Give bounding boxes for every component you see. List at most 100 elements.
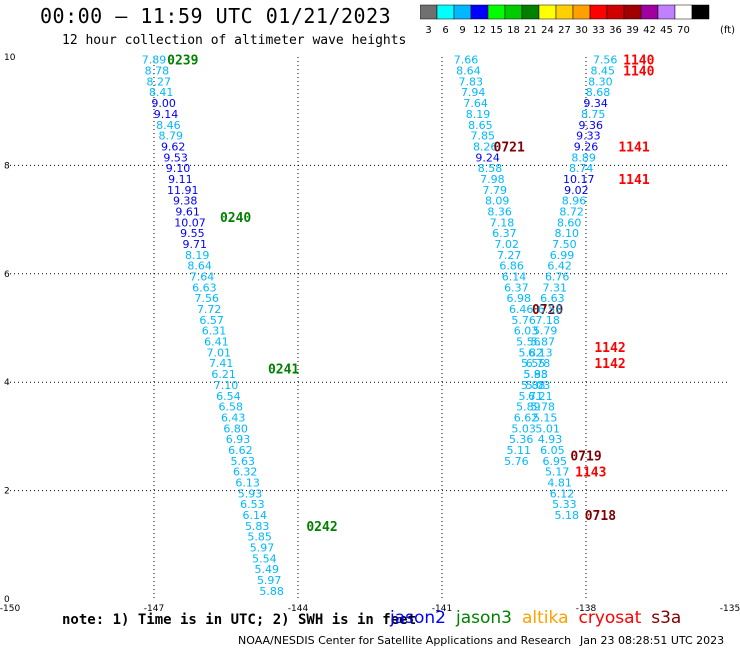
legend-swatch	[640, 4, 659, 20]
time-label: 0718	[585, 509, 616, 524]
legend-label: 21	[524, 25, 537, 36]
swh-value: 9.53	[163, 151, 188, 164]
time-label: 1142	[594, 341, 625, 356]
time-label: 1143	[575, 466, 606, 481]
swh-value: 6.43	[221, 411, 246, 424]
swh-value: 7.10	[214, 379, 239, 392]
swh-value: 6.54	[216, 390, 241, 403]
swh-value: 7.66	[454, 54, 479, 67]
legend-label: 30	[575, 25, 588, 36]
swh-value: 8.65	[468, 119, 493, 132]
time-label: 0240	[220, 211, 251, 226]
swh-value: 10.17	[563, 173, 595, 186]
swh-value: 8.27	[147, 75, 172, 88]
swh-value: 5.49	[255, 563, 280, 576]
legend-swatch	[436, 4, 455, 20]
legend-swatch	[606, 4, 625, 20]
legend-swatch	[504, 4, 523, 20]
swh-value: 6.78	[526, 357, 551, 370]
swh-value: 5.55	[521, 357, 546, 370]
swh-value: 6.58	[219, 401, 244, 414]
swh-value: 5.18	[555, 509, 580, 522]
color-legend: 3 6 9 12 15 18 21 24 27 30 33 36 39 42 45 70 (ft)	[420, 4, 735, 36]
legend-swatch	[420, 4, 438, 20]
swh-value: 8.60	[557, 216, 582, 229]
swh-value: 6.37	[492, 227, 517, 240]
swh-value: 9.36	[579, 119, 604, 132]
swh-value: 9.33	[576, 130, 601, 143]
time-label: 0719	[570, 449, 601, 464]
swh-value: 7.02	[495, 238, 520, 251]
swh-value: 5.88	[259, 585, 284, 598]
time-label: 1141	[618, 140, 649, 155]
legend-swatch	[589, 4, 608, 20]
swh-value: 7.18	[490, 216, 515, 229]
swh-value: 6.13	[528, 346, 553, 359]
swh-value: 8.09	[485, 195, 510, 208]
swh-value: 7.64	[190, 271, 215, 284]
swh-value: 6.57	[199, 314, 224, 327]
swh-value: 8.46	[156, 119, 181, 132]
swh-value: 9.00	[151, 97, 176, 110]
legend-swatch	[487, 4, 506, 20]
swh-value: 4.93	[538, 433, 563, 446]
swh-value: 9.10	[166, 162, 191, 175]
swh-value: 8.64	[456, 65, 481, 78]
swh-value: 7.64	[463, 97, 488, 110]
swh-value: 5.54	[252, 552, 277, 565]
swh-value: 5.03	[526, 379, 551, 392]
swh-value: 6.31	[202, 325, 227, 338]
legend-unit: (ft)	[720, 25, 735, 36]
swh-value: 10.07	[174, 216, 206, 229]
mission-label: cryosat	[578, 608, 642, 628]
legend-label: 12	[473, 25, 486, 36]
time-label: 0241	[268, 363, 299, 378]
swh-value: 7.01	[207, 346, 232, 359]
swh-value: 5.11	[507, 444, 532, 457]
swh-value: 5.78	[531, 401, 556, 414]
swh-value: 9.26	[574, 140, 599, 153]
swh-value: 5.87	[531, 336, 556, 349]
swh-value: 8.96	[562, 195, 587, 208]
swh-value: 9.61	[175, 205, 200, 218]
swh-value: 6.63	[540, 292, 565, 305]
swh-value: 5.76	[504, 455, 529, 468]
swh-value: 7.94	[461, 86, 486, 99]
swh-value: 6.21	[528, 390, 553, 403]
credit-text: NOAA/NESDIS Center for Satellite Applica…	[238, 634, 572, 647]
swh-value: 6.41	[204, 336, 229, 349]
swh-value: 5.56	[516, 336, 541, 349]
swh-value: 6.12	[550, 487, 575, 500]
swh-value: 7.18	[535, 314, 560, 327]
y-tick-label: 10	[4, 53, 16, 63]
swh-value: 7.41	[209, 357, 234, 370]
legend-label: 9	[459, 25, 465, 36]
swh-value: 6.93	[226, 433, 251, 446]
swh-value: 8.78	[145, 65, 170, 78]
swh-value: 5.76	[511, 314, 536, 327]
swh-value: 7.31	[543, 281, 568, 294]
time-label: 0721	[494, 140, 525, 155]
swh-value: 8.45	[591, 65, 616, 78]
chart-title: 00:00 – 11:59 UTC 01/21/2023	[40, 4, 392, 28]
swh-value: 8.64	[187, 260, 212, 273]
y-tick-label: 8	[4, 161, 10, 171]
swh-value: 5.82	[519, 346, 544, 359]
swh-value: 8.41	[149, 86, 174, 99]
swh-value: 5.89	[516, 401, 541, 414]
swh-value: 5.88	[521, 379, 546, 392]
swh-value: 6.63	[192, 281, 217, 294]
swh-value: 5.36	[509, 433, 534, 446]
swh-value: 4.81	[547, 476, 572, 489]
legend-label: 33	[592, 25, 605, 36]
swh-value: 6.62	[514, 411, 539, 424]
swh-value: 9.71	[183, 238, 208, 251]
legend-swatch	[538, 4, 557, 20]
swh-value: 5.85	[247, 531, 272, 544]
swh-value: 5.79	[533, 325, 558, 338]
swh-value: 6.13	[235, 476, 260, 489]
swh-value: 7.98	[480, 173, 505, 186]
swh-value: 5.33	[552, 498, 577, 511]
swh-value: 8.72	[559, 205, 584, 218]
